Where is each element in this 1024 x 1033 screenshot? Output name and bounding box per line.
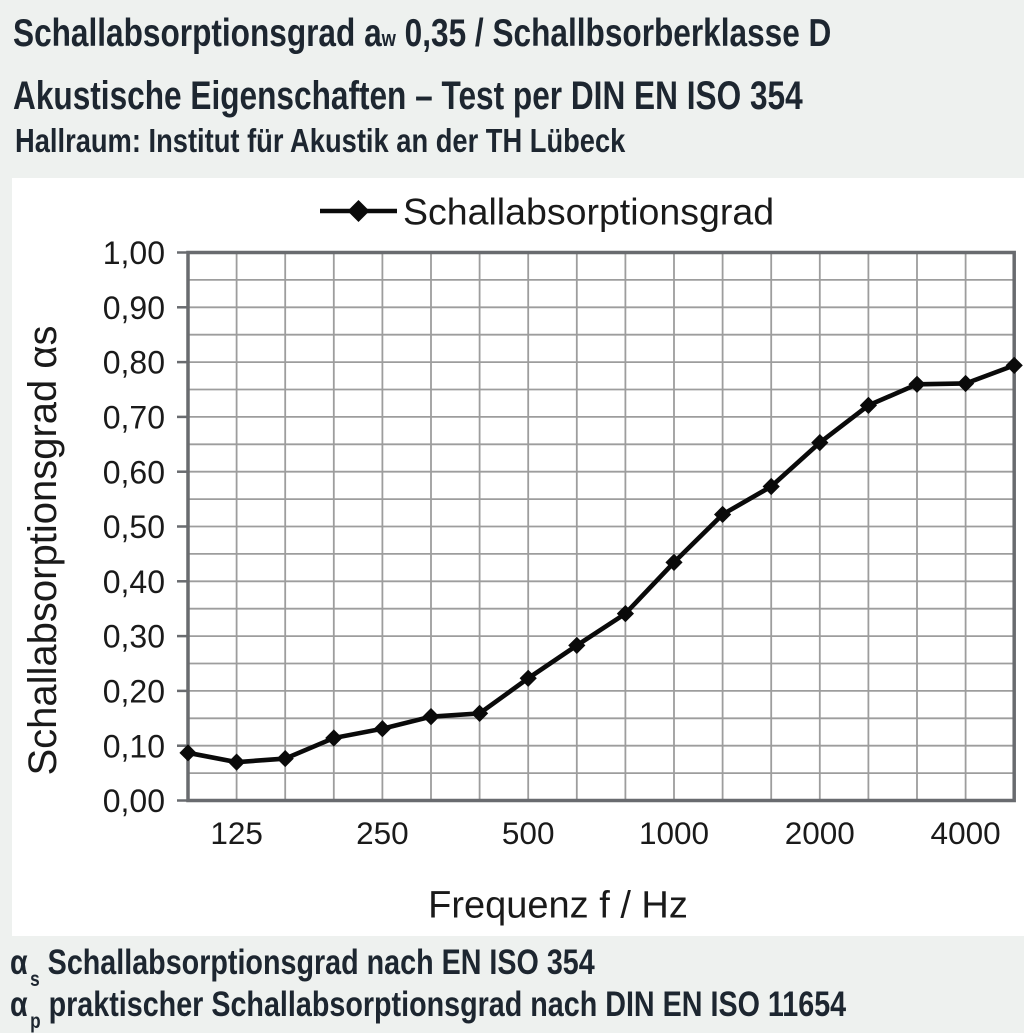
- svg-text:0,90: 0,90: [103, 290, 165, 326]
- svg-text:0,80: 0,80: [103, 345, 165, 381]
- svg-text:125: 125: [210, 815, 263, 851]
- svg-text:0,10: 0,10: [103, 728, 165, 764]
- svg-text:Frequenz f / Hz: Frequenz f / Hz: [428, 885, 688, 927]
- svg-text:0,50: 0,50: [103, 509, 165, 545]
- svg-text:0,00: 0,00: [103, 783, 165, 819]
- svg-text:250: 250: [356, 815, 409, 851]
- svg-text:0,70: 0,70: [103, 400, 165, 436]
- svg-text:500: 500: [502, 815, 555, 851]
- svg-text:Schallabsorptionsgrad αs: Schallabsorptionsgrad αs: [21, 325, 65, 775]
- svg-text:1,00: 1,00: [103, 235, 165, 271]
- svg-text:0,30: 0,30: [103, 619, 165, 655]
- svg-text:Schallabsorptionsgrad: Schallabsorptionsgrad: [403, 191, 774, 233]
- svg-text:0,60: 0,60: [103, 454, 165, 490]
- svg-text:1000: 1000: [639, 815, 709, 851]
- svg-text:0,40: 0,40: [103, 564, 165, 600]
- svg-text:0,20: 0,20: [103, 674, 165, 710]
- svg-text:4000: 4000: [931, 815, 1001, 851]
- svg-text:2000: 2000: [785, 815, 855, 851]
